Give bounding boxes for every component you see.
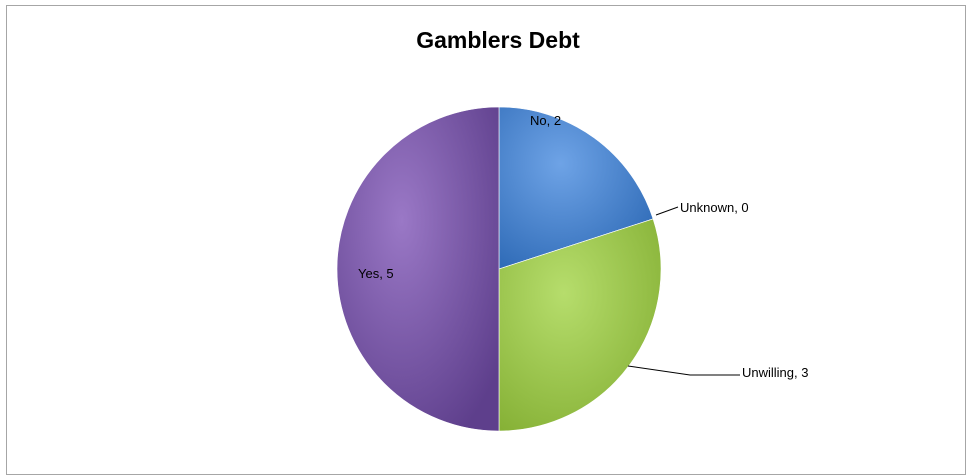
data-label-unwilling: Unwilling, 3 <box>742 365 808 380</box>
data-label-yes: Yes, 5 <box>358 266 394 281</box>
pie-slice-no <box>498 106 654 270</box>
data-label-no: No, 2 <box>530 113 561 128</box>
pie-slice-unwilling <box>498 218 662 432</box>
data-label-unknown: Unknown, 0 <box>680 200 749 215</box>
leader-line-unknown <box>655 206 679 216</box>
leader-line-unwilling <box>627 365 740 376</box>
pie-slice-yes <box>336 106 500 432</box>
chart-title: Gamblers Debt <box>416 27 580 53</box>
